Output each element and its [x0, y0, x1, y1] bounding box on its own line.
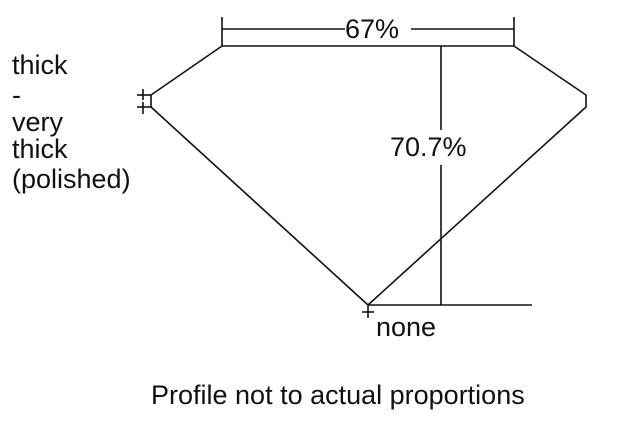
girdle-marker: [137, 89, 151, 114]
table-percentage: 67%: [345, 14, 400, 44]
girdle-label-line: (polished): [12, 164, 131, 194]
girdle-label: thick - very thick (polished): [12, 50, 131, 194]
girdle-label-line: -: [12, 80, 21, 110]
caption: Profile not to actual proportions: [151, 380, 525, 410]
girdle-label-line: very: [12, 107, 64, 137]
culet-marker: [362, 306, 374, 318]
girdle-label-line: thick: [12, 134, 68, 164]
girdle-label-line: thick: [12, 50, 68, 80]
culet-label: none: [376, 312, 437, 342]
depth-percentage: 70.7%: [390, 132, 467, 162]
gem-outline: [150, 45, 587, 307]
